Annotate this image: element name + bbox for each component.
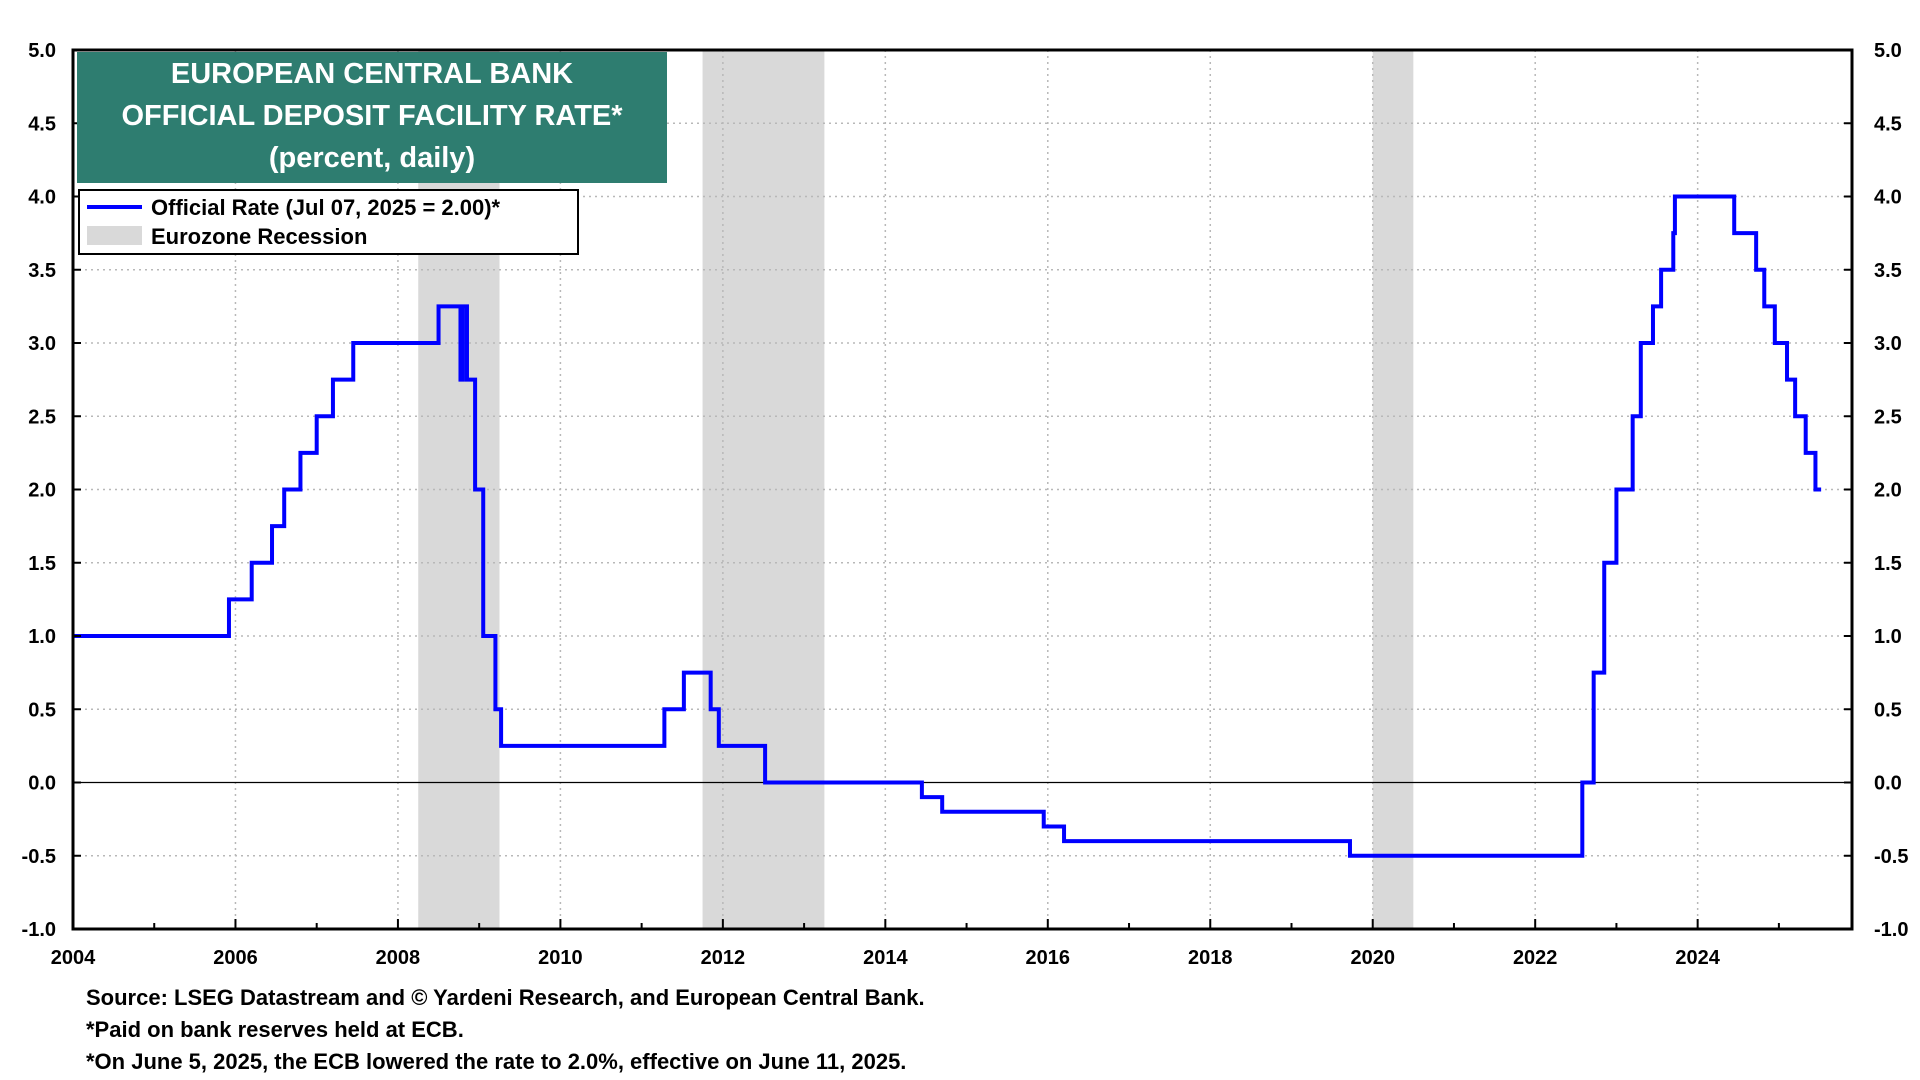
x-tick-label: 2008 (376, 947, 421, 969)
x-tick-label: 2006 (213, 947, 258, 969)
y-tick-label-left: 5.0 (28, 40, 56, 62)
chart-title-line: OFFICIAL DEPOSIT FACILITY RATE* (121, 100, 623, 132)
footnote-2: *On June 5, 2025, the ECB lowered the ra… (86, 1049, 907, 1074)
axis-ticks: -1.0 -1.0 -0.5 -0.5 0.0 0.0 0.5 0.5 1.0 1.0 1.5 1.5… (22, 40, 1909, 969)
y-tick-label-left: 4.0 (28, 187, 56, 209)
y-tick-label-left: 0.0 (28, 773, 56, 795)
y-tick-label-left: 0.5 (28, 699, 56, 721)
title-box: EUROPEAN CENTRAL BANK OFFICIAL DEPOSIT FA… (77, 52, 667, 183)
x-tick-label: 2024 (1675, 947, 1720, 969)
x-tick-label: 2016 (1026, 947, 1071, 969)
x-tick-label: 2022 (1513, 947, 1558, 969)
legend-label: Official Rate (Jul 07, 2025 = 2.00)* (151, 195, 501, 220)
y-tick-label-right: -0.5 (1874, 846, 1908, 868)
legend: Official Rate (Jul 07, 2025 = 2.00)* Euro… (78, 189, 579, 255)
x-tick-label: 2018 (1188, 947, 1233, 969)
y-tick-label-left: 2.5 (28, 406, 56, 428)
series-line (73, 194, 1822, 858)
chart: -1.0 -1.0 -0.5 -0.5 0.0 0.0 0.5 0.5 1.0 1.0 1.5 1.5… (22, 40, 1909, 969)
x-tick-label: 2014 (863, 947, 908, 969)
x-tick-label: 2004 (51, 947, 96, 969)
y-tick-label-right: 0.0 (1874, 773, 1902, 795)
y-tick-label-right: 2.5 (1874, 406, 1902, 428)
y-tick-label-right: -1.0 (1874, 919, 1908, 941)
chart-title-line: (percent, daily) (269, 142, 475, 174)
y-tick-label-left: -1.0 (22, 919, 56, 941)
y-tick-label-left: -0.5 (22, 846, 56, 868)
legend-label: Eurozone Recession (151, 224, 367, 249)
y-tick-label-left: 1.0 (28, 626, 56, 648)
series-lines (73, 194, 1822, 858)
footnotes: Source: LSEG Datastream and © Yardeni Re… (86, 982, 925, 1078)
chart-title-line: EUROPEAN CENTRAL BANK (171, 58, 573, 90)
x-tick-label: 2012 (701, 947, 746, 969)
y-tick-label-right: 2.0 (1874, 480, 1902, 502)
y-tick-label-right: 0.5 (1874, 699, 1902, 721)
y-tick-label-right: 1.0 (1874, 626, 1902, 648)
legend-box (78, 189, 579, 255)
y-tick-label-right: 3.0 (1874, 333, 1902, 355)
source-note: Source: LSEG Datastream and © Yardeni Re… (86, 985, 925, 1010)
y-tick-label-right: 1.5 (1874, 553, 1902, 575)
y-tick-label-right: 4.0 (1874, 187, 1902, 209)
y-tick-label-right: 5.0 (1874, 40, 1902, 62)
y-tick-label-left: 2.0 (28, 480, 56, 502)
x-tick-label: 2020 (1350, 947, 1395, 969)
y-tick-label-left: 3.0 (28, 333, 56, 355)
y-tick-label-left: 1.5 (28, 553, 56, 575)
footnote-1: *Paid on bank reserves held at ECB. (86, 1017, 464, 1042)
y-tick-label-right: 4.5 (1874, 113, 1902, 135)
x-tick-label: 2010 (538, 947, 583, 969)
y-tick-label-left: 4.5 (28, 113, 56, 135)
legend-band-swatch (87, 226, 142, 245)
y-tick-label-right: 3.5 (1874, 260, 1902, 282)
y-tick-label-left: 3.5 (28, 260, 56, 282)
title-background (77, 52, 667, 183)
